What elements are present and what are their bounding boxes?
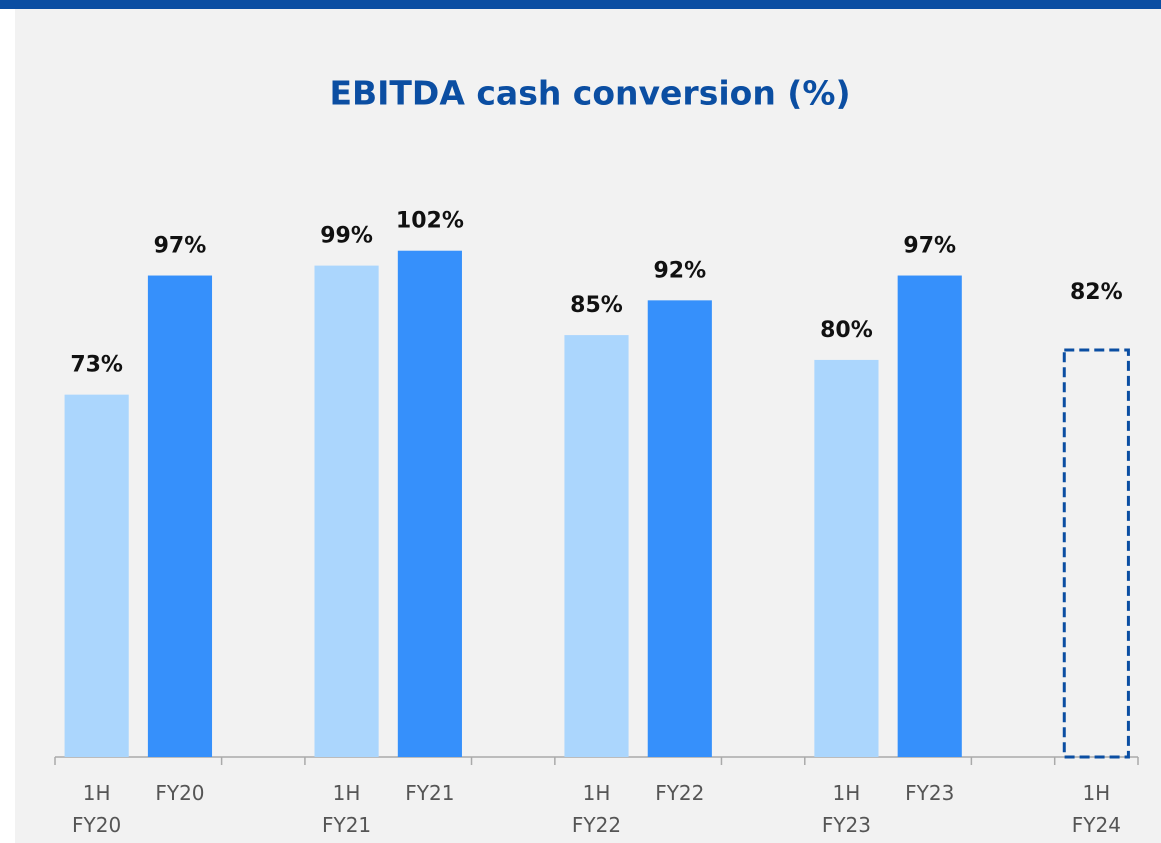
value-label: 73% bbox=[70, 353, 123, 378]
top-band bbox=[0, 0, 1161, 9]
x-tick-label: FY23 bbox=[905, 781, 955, 805]
value-label: 97% bbox=[154, 234, 207, 259]
value-label: 97% bbox=[903, 234, 956, 259]
x-tick-label: FY22 bbox=[655, 781, 705, 805]
value-label: 92% bbox=[653, 258, 706, 283]
bar bbox=[397, 250, 462, 757]
x-tick-label: FY20 bbox=[155, 781, 205, 805]
bar bbox=[64, 394, 129, 757]
value-label: 80% bbox=[820, 318, 873, 343]
x-tick-label: 1H FY21 bbox=[321, 781, 372, 837]
x-tick-label: FY21 bbox=[405, 781, 455, 805]
bar bbox=[814, 359, 879, 757]
bar bbox=[1062, 348, 1130, 759]
x-tick-label: 1H FY20 bbox=[72, 781, 122, 837]
value-label: 82% bbox=[1070, 280, 1123, 305]
value-label: 85% bbox=[570, 293, 623, 318]
bar bbox=[564, 335, 629, 757]
x-tick-label: 1H FY24 bbox=[1071, 781, 1121, 837]
bar bbox=[647, 300, 712, 757]
value-label: 99% bbox=[320, 224, 373, 249]
chart-title: EBITDA cash conversion (%) bbox=[329, 74, 850, 113]
x-tick-label: 1H FY23 bbox=[821, 781, 871, 837]
x-tick-label: 1H FY22 bbox=[571, 781, 622, 837]
bar bbox=[314, 265, 379, 757]
bar bbox=[897, 275, 962, 757]
bar bbox=[147, 275, 213, 757]
value-label: 102% bbox=[396, 209, 464, 234]
